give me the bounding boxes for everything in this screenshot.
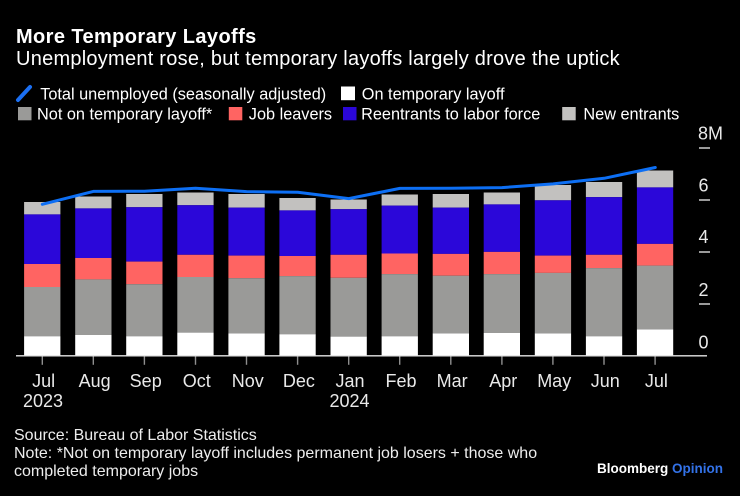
svg-text:2023: 2023 <box>23 391 63 411</box>
svg-text:8M: 8M <box>698 124 723 144</box>
svg-text:New entrants: New entrants <box>583 105 679 123</box>
svg-text:May: May <box>537 371 571 391</box>
svg-text:6: 6 <box>699 176 709 196</box>
svg-text:Jul: Jul <box>32 371 55 391</box>
svg-text:Dec: Dec <box>283 371 315 391</box>
svg-text:On temporary layoff: On temporary layoff <box>362 86 505 104</box>
svg-text:Feb: Feb <box>385 371 416 391</box>
svg-text:Nov: Nov <box>232 371 264 391</box>
svg-text:Aug: Aug <box>79 371 111 391</box>
svg-text:Jun: Jun <box>591 371 620 391</box>
svg-text:Reentrants to labor force: Reentrants to labor force <box>361 105 540 123</box>
svg-text:Oct: Oct <box>183 371 211 391</box>
svg-text:0: 0 <box>699 333 709 353</box>
svg-text:Total unemployed (seasonally a: Total unemployed (seasonally adjusted) <box>40 86 326 104</box>
svg-text:2024: 2024 <box>329 391 369 411</box>
svg-text:Job leavers: Job leavers <box>249 105 332 123</box>
svg-text:Mar: Mar <box>437 371 468 391</box>
svg-text:Jan: Jan <box>335 371 364 391</box>
svg-text:2: 2 <box>699 280 709 300</box>
svg-text:Not on temporary layoff*: Not on temporary layoff* <box>37 105 213 123</box>
svg-text:4: 4 <box>699 227 709 247</box>
svg-text:Jul: Jul <box>645 371 668 391</box>
svg-text:Sep: Sep <box>130 371 162 391</box>
svg-text:Apr: Apr <box>489 371 517 391</box>
